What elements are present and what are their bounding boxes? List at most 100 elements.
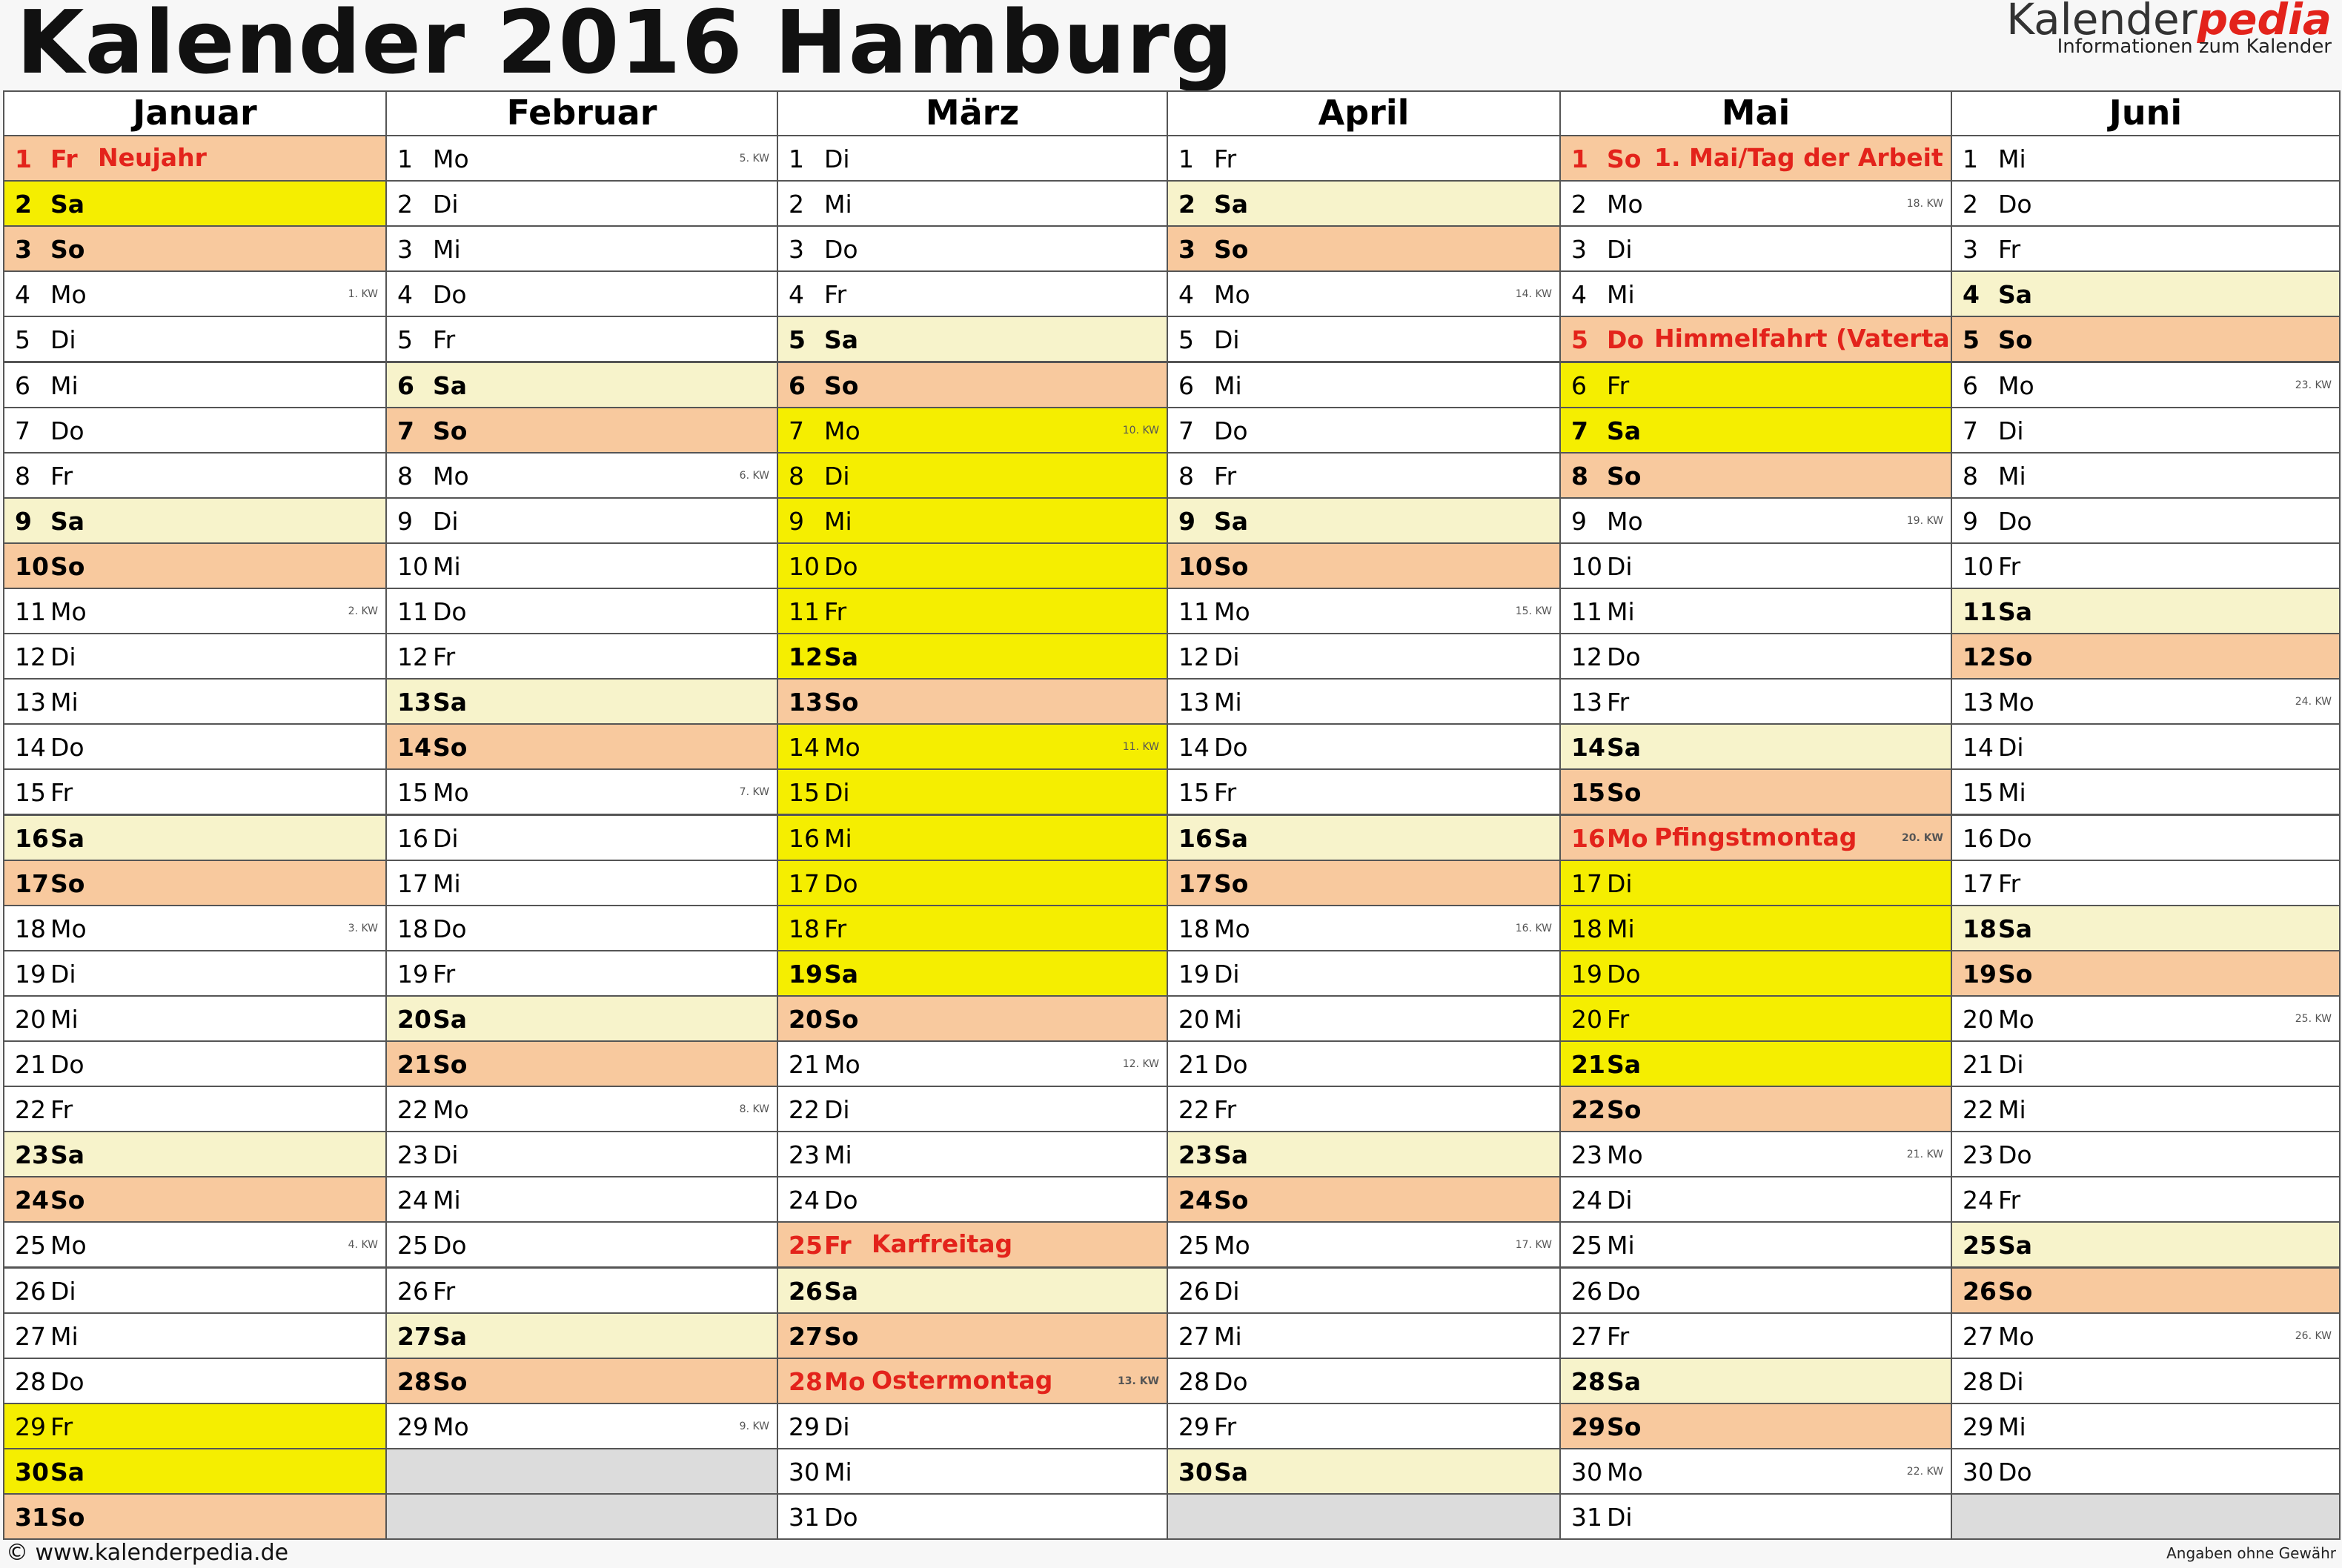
weekday: Mo — [50, 280, 87, 310]
day-cell: 25 Fr Karfreitag — [777, 1221, 1168, 1269]
weekday: Di — [1214, 959, 1240, 989]
day-number: 16 — [1571, 823, 1605, 853]
weekday: Di — [1998, 416, 2024, 445]
day-number: 15 — [1571, 778, 1605, 808]
day-number: 18 — [15, 914, 46, 943]
week-number: 20. KW — [1902, 831, 1943, 844]
day-cell: 23 Sa — [1167, 1131, 1561, 1178]
day-cell: 2 Sa — [1167, 180, 1561, 227]
day-cell: 10 So — [1167, 542, 1561, 589]
holiday-name: Neujahr — [98, 143, 207, 172]
day-cell: 15 Mo 7. KW — [385, 768, 778, 816]
day-cell: 10 So — [3, 542, 387, 589]
weekday: Do — [1607, 1276, 1641, 1306]
day-cell: 25 Sa — [1951, 1221, 2341, 1269]
weekday: Mi — [1607, 1231, 1635, 1260]
day-cell: 20 Mo 25. KW — [1951, 994, 2341, 1042]
weekday: Sa — [433, 1004, 468, 1034]
weekday: Do — [50, 733, 84, 763]
day-cell: 5 Fr — [385, 316, 778, 363]
weekday: Sa — [50, 190, 85, 219]
day-cell: 19 Di — [1167, 949, 1561, 997]
day-number: 3 — [15, 235, 32, 265]
day-number: 21 — [15, 1050, 46, 1079]
day-cell: 31 Do — [777, 1493, 1168, 1541]
day-number: 17 — [789, 868, 820, 898]
day-cell: 26 Di — [1167, 1266, 1561, 1314]
day-number: 22 — [1963, 1095, 1994, 1125]
day-number: 19 — [397, 959, 428, 989]
day-cell: 21 Do — [3, 1040, 387, 1088]
weekday: Di — [824, 1095, 850, 1125]
weekday: So — [1607, 1412, 1642, 1441]
day-number: 14 — [15, 733, 46, 763]
weekday: Mi — [1607, 280, 1635, 310]
day-cell: 24 Do — [777, 1176, 1168, 1223]
day-number: 14 — [1963, 733, 1994, 763]
day-cell: 26 Fr — [385, 1266, 778, 1314]
day-number: 4 — [1178, 280, 1194, 310]
holiday-name: 1. Mai/Tag der Arbeit — [1654, 143, 1943, 172]
weekday: Mi — [50, 1321, 79, 1351]
day-cell: 22 Di — [777, 1086, 1168, 1133]
day-cell: 7 Di — [1951, 406, 2341, 454]
day-cell: 30 Do — [1951, 1447, 2341, 1495]
day-number: 11 — [397, 597, 428, 626]
weekday: Mi — [1998, 144, 2026, 173]
day-cell: 13 Sa — [385, 678, 778, 725]
empty-cell — [1167, 1493, 1561, 1541]
day-cell: 8 Fr — [3, 451, 387, 499]
weekday: Do — [50, 1050, 84, 1079]
month-header: März — [777, 90, 1168, 136]
weekday: Fr — [1607, 688, 1630, 717]
day-number: 25 — [1178, 1231, 1210, 1260]
day-number: 24 — [789, 1186, 820, 1215]
weekday: Fr — [50, 1412, 73, 1441]
day-number: 2 — [397, 190, 413, 219]
day-cell: 30 Mo 22. KW — [1559, 1447, 1952, 1495]
day-number: 8 — [1963, 461, 1978, 491]
day-number: 7 — [1963, 416, 1978, 445]
day-number: 13 — [789, 688, 823, 717]
weekday: Do — [824, 1186, 858, 1215]
weekday: Do — [1214, 1366, 1248, 1396]
weekday: Sa — [1214, 823, 1249, 853]
day-number: 6 — [1178, 371, 1194, 400]
day-cell: 9 Sa — [3, 496, 387, 544]
day-cell: 15 Di — [777, 768, 1168, 816]
weekday: So — [1998, 642, 2033, 672]
day-cell: 14 Do — [3, 723, 387, 771]
day-number: 23 — [1178, 1140, 1213, 1170]
day-cell: 19 Di — [3, 949, 387, 997]
weekday: Mi — [1607, 914, 1635, 943]
day-cell: 16 Do — [1951, 814, 2341, 861]
week-number: 11. KW — [1122, 741, 1159, 754]
weekday: Do — [824, 235, 858, 265]
weekday: Fr — [50, 461, 73, 491]
day-cell: 6 Mi — [1167, 361, 1561, 408]
month-header: Mai — [1559, 90, 1952, 136]
day-number: 8 — [397, 461, 413, 491]
day-number: 25 — [15, 1231, 46, 1260]
day-cell: 5 Di — [1167, 316, 1561, 363]
day-number: 25 — [1571, 1231, 1602, 1260]
day-number: 11 — [789, 597, 820, 626]
day-cell: 24 Fr — [1951, 1176, 2341, 1223]
weekday: So — [433, 1366, 468, 1396]
day-cell: 17 Fr — [1951, 859, 2341, 906]
day-number: 5 — [15, 325, 30, 355]
weekday: Mi — [1998, 1095, 2026, 1125]
day-cell: 21 Do — [1167, 1040, 1561, 1088]
weekday: Mi — [1998, 461, 2026, 491]
day-cell: 11 Do — [385, 588, 778, 635]
weekday: Di — [50, 959, 76, 989]
day-number: 3 — [1178, 235, 1195, 265]
day-cell: 1 Mo 5. KW — [385, 135, 778, 182]
day-cell: 16 Di — [385, 814, 778, 861]
day-cell: 14 Do — [1167, 723, 1561, 771]
day-number: 27 — [1963, 1321, 1994, 1351]
weekday: Mi — [1214, 1004, 1242, 1034]
day-number: 19 — [15, 959, 46, 989]
weekday: Sa — [50, 823, 85, 853]
day-cell: 23 Sa — [3, 1131, 387, 1178]
